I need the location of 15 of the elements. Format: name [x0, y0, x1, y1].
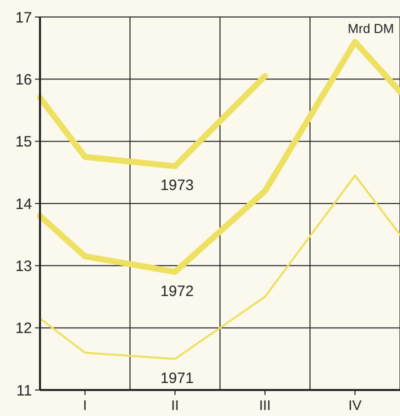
x-tick-label: III	[259, 397, 271, 413]
y-tick-label: 11	[16, 382, 32, 400]
series-label: 1971	[160, 370, 194, 387]
x-tick-label: IV	[348, 397, 362, 413]
y-tick-label: 13	[15, 258, 32, 275]
series-label: 1973	[160, 177, 194, 194]
y-tick-label: 16	[15, 71, 32, 88]
y-tick-label: 15	[15, 134, 32, 151]
y-tick-label: 17	[15, 9, 32, 26]
y-tick-label: 12	[15, 320, 32, 338]
y-tick-label: 14	[15, 196, 32, 213]
x-tick-label: I	[83, 397, 87, 413]
y-axis-title: Mrd DM	[348, 21, 394, 36]
series-label: 1972	[160, 282, 194, 300]
x-tick-label: II	[171, 397, 179, 413]
